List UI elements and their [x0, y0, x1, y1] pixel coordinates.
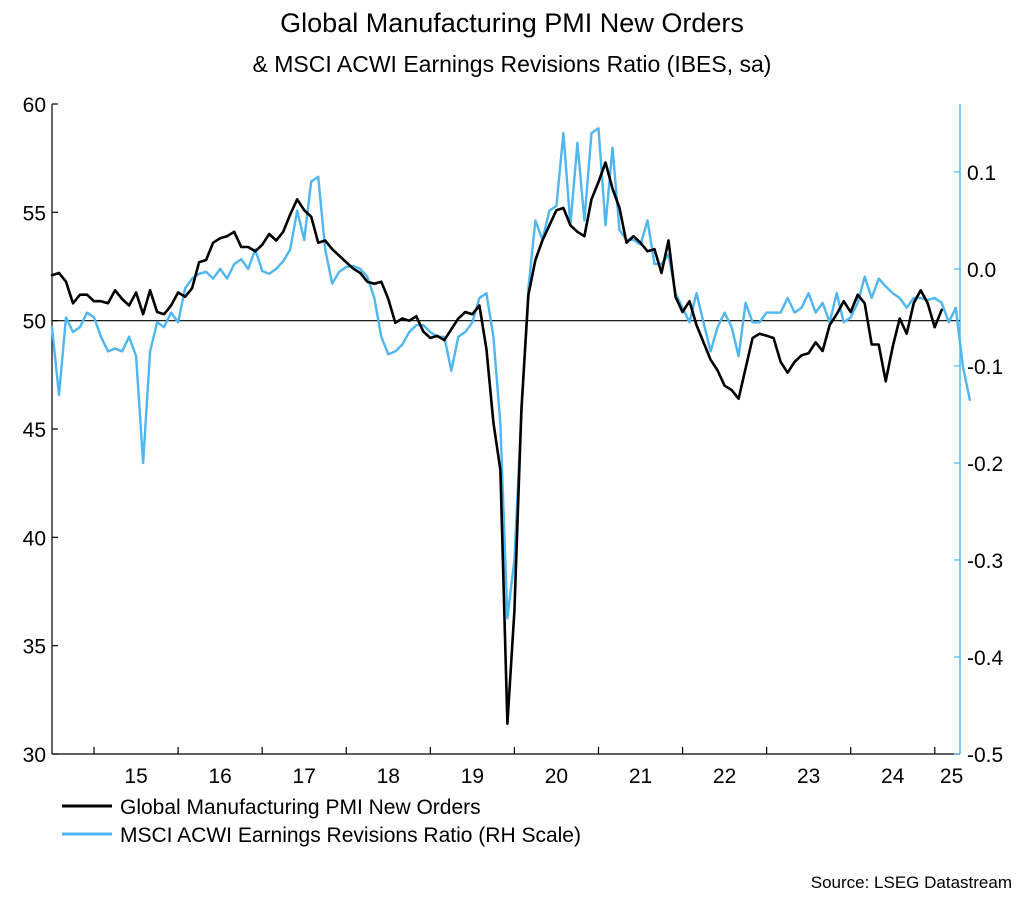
left-tick-label: 45 [23, 419, 46, 442]
left-tick-label: 30 [23, 744, 46, 767]
left-tick-label: 60 [23, 94, 46, 117]
source-note: Source: LSEG Datastream [811, 873, 1012, 892]
x-tick-label: 25 [940, 765, 963, 788]
x-tick-label: 19 [461, 765, 484, 788]
left-tick-label: 35 [23, 636, 46, 659]
x-tick-label: 20 [545, 765, 568, 788]
right-tick-label: -0.3 [967, 550, 1003, 573]
series-layer [50, 127, 971, 726]
x-tick-label: 16 [208, 765, 231, 788]
legend-label: Global Manufacturing PMI New Orders [120, 796, 481, 819]
right-tick-label: -0.2 [967, 453, 1003, 476]
axes: 30 35 40 45 50 55 60 -0.5 -0.4 -0.3 -0.2 -0.1 0.0 0.1… [23, 94, 1004, 788]
chart-subtitle: & MSCI ACWI Earnings Revisions Ratio (IB… [253, 51, 772, 77]
x-tick-label: 17 [293, 765, 316, 788]
x-tick-label: 22 [713, 765, 736, 788]
legend: Global Manufacturing PMI New Orders MSCI … [62, 796, 581, 847]
x-tick-label: 18 [377, 765, 400, 788]
right-tick-label: -0.1 [967, 356, 1003, 379]
left-tick-label: 50 [23, 311, 46, 334]
right-tick-label: -0.5 [967, 744, 1003, 767]
right-tick-label: -0.4 [967, 647, 1004, 670]
legend-label: MSCI ACWI Earnings Revisions Ratio (RH S… [120, 824, 581, 847]
right-tick-label: 0.1 [967, 162, 996, 185]
left-tick-label: 40 [23, 527, 46, 550]
chart-title: Global Manufacturing PMI New Orders [280, 8, 744, 38]
series-line-pmi-new-orders [50, 161, 944, 726]
series-line-earnings-revisions [50, 127, 971, 620]
x-tick-label: 15 [124, 765, 147, 788]
left-tick-label: 55 [23, 202, 46, 225]
x-tick-label: 23 [797, 765, 820, 788]
x-tick-label: 21 [629, 765, 652, 788]
x-tick-label: 24 [881, 765, 905, 788]
right-tick-label: 0.0 [967, 259, 996, 282]
